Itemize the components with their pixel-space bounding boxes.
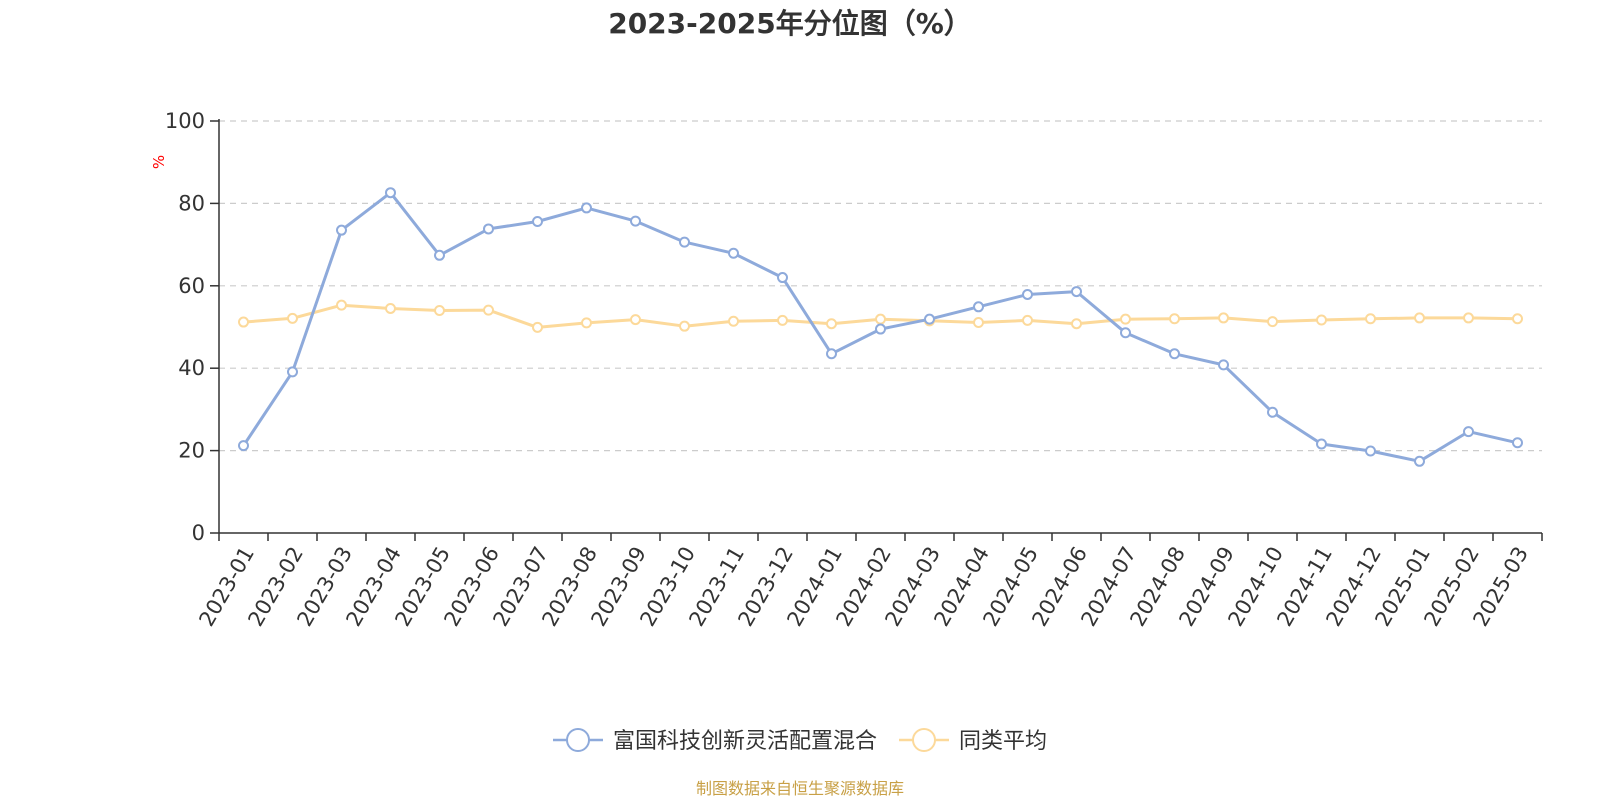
data-point[interactable] (826, 318, 837, 330)
data-point[interactable] (385, 187, 396, 199)
y-tick-label: 60 (178, 274, 205, 298)
data-point[interactable] (973, 316, 984, 328)
data-point[interactable] (1512, 313, 1523, 325)
data-point[interactable] (679, 320, 690, 332)
data-point[interactable] (679, 236, 690, 248)
data-point[interactable] (1120, 313, 1131, 325)
data-point[interactable] (1463, 426, 1474, 438)
legend-marker-icon (566, 728, 590, 752)
legend-label: 富国科技创新灵活配置混合 (613, 729, 877, 754)
data-point[interactable] (434, 305, 445, 317)
data-point[interactable] (483, 304, 494, 316)
axis-layer: 0204060801002023-012023-022023-032023-04… (165, 109, 1543, 630)
series-layer (238, 187, 1523, 467)
legend-label: 同类平均 (959, 729, 1047, 754)
chart-title: 2023-2025年分位图（%） (608, 7, 972, 40)
data-point[interactable] (1512, 437, 1523, 449)
data-point[interactable] (1022, 288, 1033, 300)
series-group (238, 187, 1523, 467)
data-point[interactable] (1463, 312, 1474, 324)
data-point[interactable] (434, 249, 445, 261)
data-point[interactable] (1267, 406, 1278, 418)
data-point[interactable] (1365, 445, 1376, 457)
data-point[interactable] (483, 223, 494, 235)
data-point[interactable] (532, 216, 543, 228)
y-axis-unit-label: % (150, 155, 168, 169)
data-source-note: 制图数据来自恒生聚源数据库 (696, 779, 904, 798)
legend-item[interactable]: 富国科技创新灵活配置混合 (553, 728, 877, 754)
legend-item[interactable]: 同类平均 (899, 728, 1047, 754)
data-point[interactable] (875, 323, 886, 335)
y-tick-label: 40 (178, 356, 205, 380)
data-point[interactable] (1218, 359, 1229, 371)
data-point[interactable] (287, 312, 298, 324)
data-point[interactable] (287, 366, 298, 378)
data-point[interactable] (630, 314, 641, 326)
y-tick-label: 100 (165, 109, 205, 133)
series-group (238, 299, 1523, 333)
data-point[interactable] (581, 202, 592, 214)
data-point[interactable] (728, 247, 739, 259)
data-point[interactable] (630, 215, 641, 227)
data-point[interactable] (924, 313, 935, 325)
data-point[interactable] (1120, 327, 1131, 339)
data-point[interactable] (777, 314, 788, 326)
data-point[interactable] (1169, 348, 1180, 360)
data-point[interactable] (336, 224, 347, 236)
y-tick-label: 20 (178, 439, 205, 463)
data-point[interactable] (1365, 313, 1376, 325)
data-point[interactable] (1169, 313, 1180, 325)
data-point[interactable] (238, 316, 249, 328)
data-point[interactable] (1022, 314, 1033, 326)
data-point[interactable] (1414, 312, 1425, 324)
y-tick-label: 0 (192, 521, 205, 545)
grid-layer (219, 120, 1542, 452)
y-tick-label: 80 (178, 191, 205, 215)
data-point[interactable] (728, 315, 739, 327)
data-point[interactable] (385, 302, 396, 314)
data-point[interactable] (1071, 318, 1082, 330)
data-point[interactable] (532, 321, 543, 333)
data-point[interactable] (581, 317, 592, 329)
data-point[interactable] (875, 313, 886, 325)
data-point[interactable] (1316, 314, 1327, 326)
legend[interactable]: 富国科技创新灵活配置混合 同类平均 (553, 728, 1047, 754)
data-point[interactable] (1071, 286, 1082, 298)
data-point[interactable] (336, 299, 347, 311)
data-point[interactable] (1316, 438, 1327, 450)
data-point[interactable] (1218, 312, 1229, 324)
data-point[interactable] (1267, 316, 1278, 328)
data-point[interactable] (973, 301, 984, 313)
data-point[interactable] (1414, 455, 1425, 467)
legend-marker-icon (912, 728, 936, 752)
data-point[interactable] (777, 272, 788, 284)
data-point[interactable] (238, 440, 249, 452)
data-point[interactable] (826, 348, 837, 360)
